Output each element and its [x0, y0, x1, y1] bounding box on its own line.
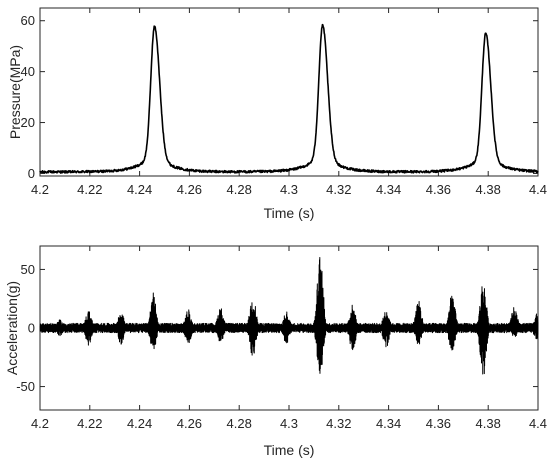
acceleration-x-axis-label: Time (s)	[264, 442, 315, 458]
pressure-x-tick-label: 4.2	[31, 182, 49, 197]
pressure-x-tick-label: 4.3	[280, 182, 298, 197]
pressure-y-tick-label: 40	[21, 64, 35, 79]
acceleration-y-tick-label: -50	[16, 379, 35, 394]
pressure-series-line	[39, 23, 539, 174]
pressure-chart: 4.2 4.22 4.24 4.26 4.28 4.3 4.32 4.34 4.36 4.38 4.…	[7, 7, 547, 221]
acceleration-y-tick-label: 0	[28, 321, 35, 336]
acceleration-x-tick-label: 4.4	[529, 416, 547, 431]
pressure-y-tick-label: 60	[21, 13, 35, 28]
acceleration-chart: 4.2 4.22 4.24 4.26 4.28 4.3 4.32 4.34 4.36 4.38 4.…	[4, 245, 547, 458]
acceleration-series-line	[39, 257, 539, 375]
pressure-x-tick-label: 4.26	[177, 182, 202, 197]
acceleration-y-tick-label: 50	[21, 262, 35, 277]
pressure-y-ticks: 0 20 40 60	[21, 13, 538, 181]
acceleration-x-tick-label: 4.26	[177, 416, 202, 431]
acceleration-x-tick-label: 4.28	[227, 416, 252, 431]
acceleration-x-tick-label: 4.24	[127, 416, 152, 431]
pressure-x-tick-label: 4.38	[476, 182, 501, 197]
acceleration-x-ticks: 4.2 4.22 4.24 4.26 4.28 4.3 4.32 4.34 4.36 4.38 4.…	[31, 246, 547, 431]
pressure-x-tick-label: 4.32	[326, 182, 351, 197]
pressure-x-tick-label: 4.4	[529, 182, 547, 197]
pressure-x-tick-label: 4.24	[127, 182, 152, 197]
pressure-y-axis-label: Pressure(MPa)	[7, 45, 23, 139]
pressure-x-ticks: 4.2 4.22 4.24 4.26 4.28 4.3 4.32 4.34 4.36 4.38 4.…	[31, 8, 547, 197]
pressure-plot-frame	[39, 7, 539, 177]
acceleration-x-tick-label: 4.22	[77, 416, 102, 431]
pressure-x-tick-label: 4.22	[77, 182, 102, 197]
pressure-x-tick-label: 4.34	[376, 182, 401, 197]
acceleration-y-axis-label: Acceleration(g)	[4, 281, 20, 375]
acceleration-x-tick-label: 4.2	[31, 416, 49, 431]
acceleration-x-tick-label: 4.38	[476, 416, 501, 431]
pressure-x-tick-label: 4.28	[227, 182, 252, 197]
acceleration-x-tick-label: 4.34	[376, 416, 401, 431]
acceleration-x-tick-label: 4.32	[326, 416, 351, 431]
pressure-x-axis-label: Time (s)	[264, 205, 315, 221]
pressure-y-tick-label: 0	[28, 166, 35, 181]
acceleration-x-tick-label: 4.36	[426, 416, 451, 431]
pressure-y-tick-label: 20	[21, 115, 35, 130]
acceleration-y-ticks: -50 0 50	[16, 262, 538, 394]
pressure-x-tick-label: 4.36	[426, 182, 451, 197]
acceleration-x-tick-label: 4.3	[280, 416, 298, 431]
